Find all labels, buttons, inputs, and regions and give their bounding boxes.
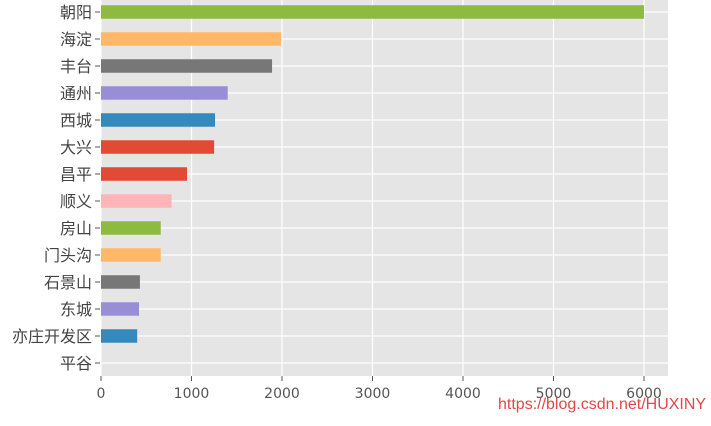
x-tick-label: 4000 <box>445 386 481 402</box>
y-tick-label: 顺义 <box>60 192 92 211</box>
x-tick-labels: 0 1000 2000 3000 4000 5000 6000 <box>97 376 662 402</box>
x-tick-label: 1000 <box>174 386 210 402</box>
bar <box>101 248 161 262</box>
bar <box>101 140 215 154</box>
bar <box>101 86 228 100</box>
x-tick-label: 5000 <box>536 386 572 402</box>
y-tick-label: 亦庄开发区 <box>12 327 92 346</box>
y-tick-label: 门头沟 <box>44 246 92 265</box>
y-tick-label: 东城 <box>60 300 92 319</box>
bars <box>101 5 644 343</box>
x-tick-label: 6000 <box>626 386 662 402</box>
bar <box>101 5 644 19</box>
y-tick-label: 通州 <box>60 84 92 103</box>
y-tick-label: 大兴 <box>60 138 92 157</box>
watermark: https://blog.csdn.net/HUXINY <box>498 396 707 413</box>
y-tick-label: 朝阳 <box>60 3 92 22</box>
bar <box>101 221 161 235</box>
plot-area <box>101 0 668 376</box>
y-tick-label: 昌平 <box>60 165 92 184</box>
y-tick-label: 房山 <box>60 219 92 238</box>
bar <box>101 302 140 316</box>
bar <box>101 167 187 181</box>
x-tick-label: 3000 <box>355 386 391 402</box>
y-tick-label: 丰台 <box>60 57 92 76</box>
y-tick-label: 西城 <box>60 111 92 130</box>
x-tick-label: 2000 <box>264 386 300 402</box>
y-tick-label: 石景山 <box>44 273 92 292</box>
bar <box>101 194 172 208</box>
bar <box>101 32 282 46</box>
x-tick-label: 0 <box>97 386 106 402</box>
bar <box>101 59 273 73</box>
bar <box>101 275 140 289</box>
y-tick-label: 平谷 <box>60 354 92 373</box>
bar <box>101 113 216 127</box>
bar <box>101 329 138 343</box>
y-tick-label: 海淀 <box>60 30 92 49</box>
